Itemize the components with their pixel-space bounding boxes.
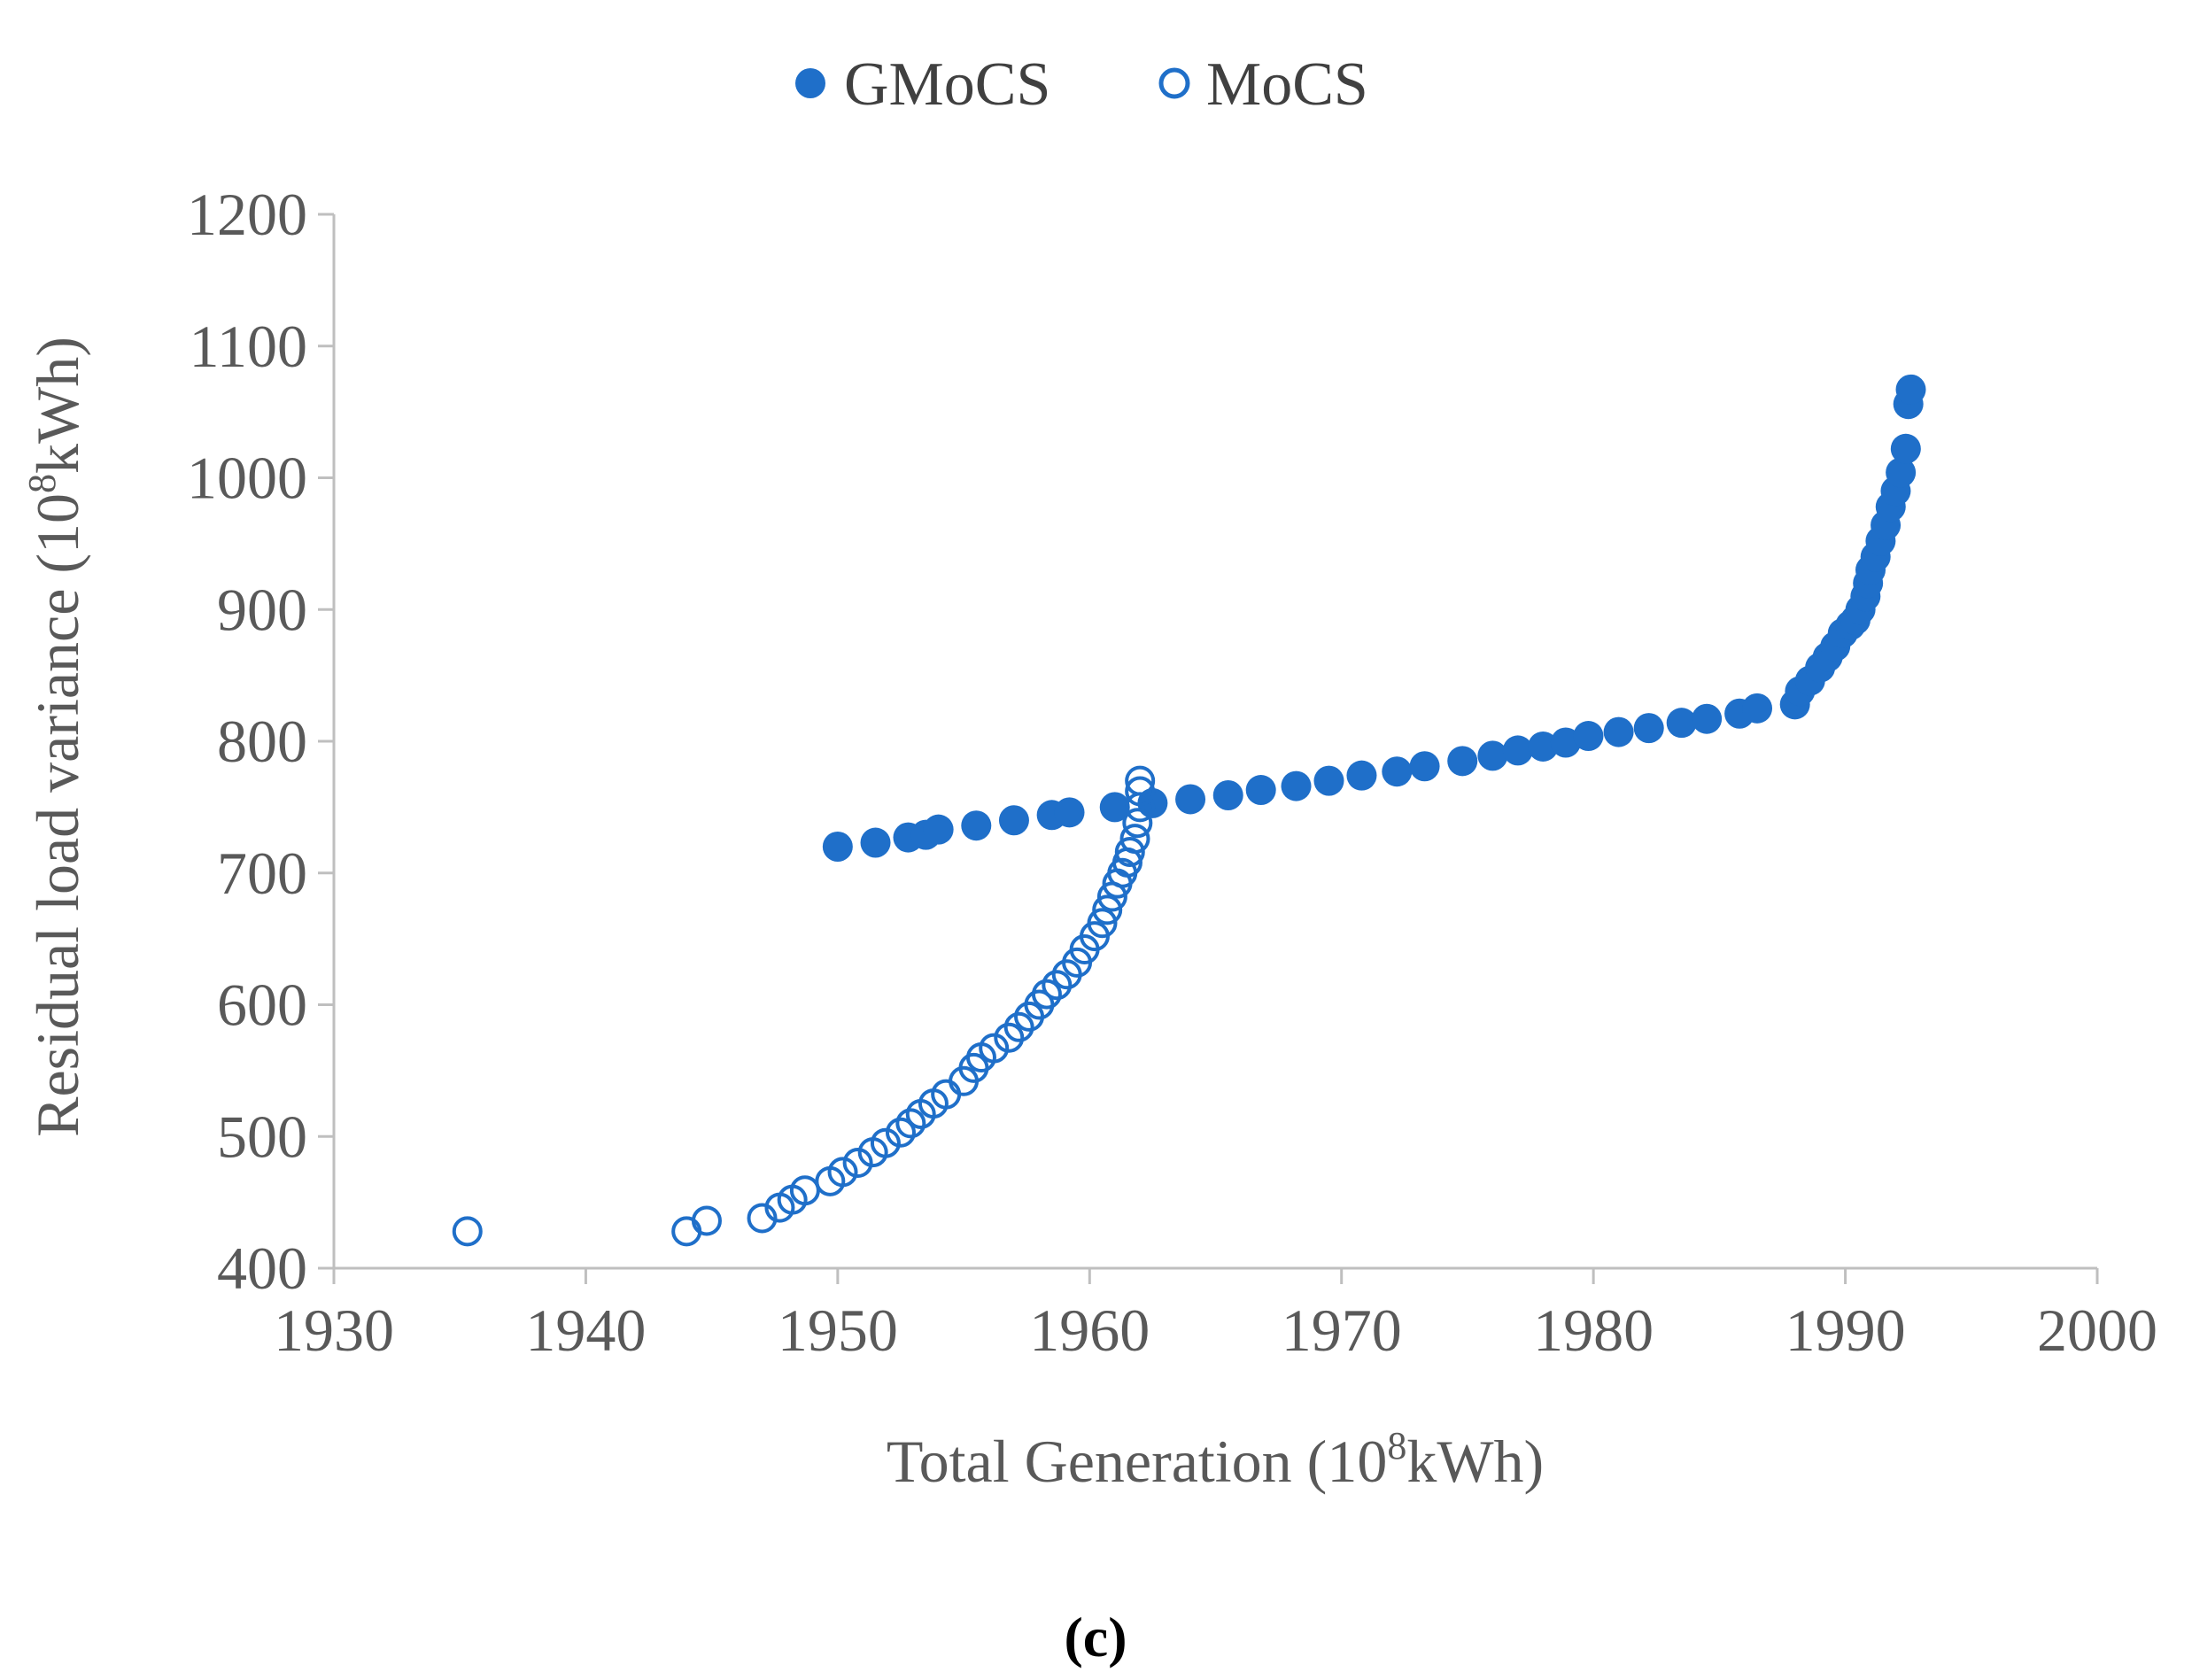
mocs-point <box>789 1175 820 1206</box>
y-tick-label: 1200 <box>187 181 307 248</box>
mocs-point <box>671 1216 702 1247</box>
x-axis-title-superscript: 8 <box>1387 1424 1406 1467</box>
y-tick-label: 700 <box>217 840 307 907</box>
mocs-point <box>1003 1011 1034 1042</box>
mocs-point <box>885 1117 916 1148</box>
gmocs-point <box>1666 708 1697 739</box>
x-tick-label: 1990 <box>1785 1297 1906 1364</box>
gmocs-point <box>1346 760 1377 791</box>
y-tick-label: 600 <box>217 972 307 1039</box>
mocs-point <box>1122 808 1153 839</box>
gmocs-point <box>998 805 1029 836</box>
gmocs-point <box>1054 797 1085 828</box>
gmocs-point <box>1409 751 1440 782</box>
gmocs-point <box>1212 779 1243 810</box>
mocs-point <box>1125 776 1156 807</box>
legend-label-mocs: MoCS <box>1206 50 1368 119</box>
mocs-point <box>1042 970 1073 1001</box>
gmocs-point <box>1502 735 1533 766</box>
x-axis-title: Total Generation (108kWh) <box>887 1424 1544 1495</box>
x-tick-label: 1930 <box>274 1297 394 1364</box>
mocs-point <box>452 1216 483 1247</box>
y-tick-label: 800 <box>217 708 307 775</box>
mocs-point <box>1092 894 1123 925</box>
gmocs-point <box>1175 784 1206 815</box>
legend-marker-mocs <box>1158 67 1190 99</box>
y-axis-title-tail: kWh) <box>24 337 91 474</box>
gmocs-point <box>1447 746 1478 777</box>
gmocs-point <box>1313 765 1344 796</box>
y-tick-label: 900 <box>217 576 307 643</box>
gmocs-point <box>1742 693 1773 724</box>
gmocs-point <box>961 810 992 841</box>
mocs-point <box>1031 979 1062 1010</box>
mocs-point <box>842 1148 873 1178</box>
mocs-point <box>1114 836 1145 867</box>
mocs-point <box>870 1127 901 1158</box>
mocs-point <box>1119 824 1150 855</box>
series-mocs <box>452 765 1156 1247</box>
gmocs-point <box>1895 374 1926 405</box>
mocs-point <box>691 1205 722 1236</box>
legend-marker-gmocs <box>795 68 825 98</box>
y-tick-label: 1000 <box>187 445 307 512</box>
gmocs-point <box>1281 770 1312 801</box>
y-tick-label: 400 <box>217 1235 307 1302</box>
y-ticks: 400 500 600 700 800 900 1000 1100 1200 <box>187 181 334 1302</box>
legend-label-gmocs: GMoCS <box>844 50 1050 119</box>
gmocs-point <box>1633 713 1664 744</box>
gmocs-point <box>1245 775 1276 806</box>
series-gmocs <box>822 374 1926 862</box>
x-tick-label: 1980 <box>1533 1297 1654 1364</box>
y-tick-label: 1100 <box>190 313 307 380</box>
panel-label: (c) <box>1064 1606 1127 1668</box>
gmocs-point <box>923 814 954 845</box>
x-axis-title-tail: kWh) <box>1406 1428 1544 1495</box>
mocs-point <box>994 1022 1025 1053</box>
x-tick-label: 1940 <box>525 1297 646 1364</box>
gmocs-point <box>1550 727 1581 758</box>
gmocs-point <box>1382 756 1413 787</box>
gmocs-point <box>1692 703 1723 734</box>
x-tick-label: 1950 <box>778 1297 898 1364</box>
y-axis-title-superscript: 8 <box>20 474 64 493</box>
mocs-point <box>895 1108 926 1139</box>
gmocs-point <box>1477 740 1508 771</box>
mocs-point <box>1125 765 1156 796</box>
x-axis-title-main: Total Generation (10 <box>887 1428 1387 1495</box>
mocs-point <box>1087 908 1118 939</box>
gmocs-point <box>822 832 853 862</box>
gmocs-point <box>860 827 891 858</box>
y-axis-title-main: Residual load variance (10 <box>24 493 91 1137</box>
x-tick-label: 1970 <box>1282 1297 1402 1364</box>
gmocs-point <box>1890 433 1921 464</box>
legend: GMoCS MoCS <box>795 50 1368 119</box>
gmocs-point <box>1573 721 1604 752</box>
y-tick-label: 500 <box>217 1103 307 1170</box>
gmocs-point <box>1099 792 1130 823</box>
mocs-point <box>827 1157 858 1188</box>
y-axis-title: Residual load variance (108kWh) <box>20 337 91 1137</box>
gmocs-point <box>1603 716 1634 747</box>
x-ticks: 1930 1940 1950 1960 1970 1980 1990 2000 <box>274 1268 2157 1364</box>
x-tick-label: 1960 <box>1029 1297 1150 1364</box>
mocs-point <box>747 1203 778 1234</box>
x-tick-label: 2000 <box>2037 1297 2157 1364</box>
gmocs-point <box>1528 731 1559 762</box>
mocs-point <box>979 1033 1010 1064</box>
gmocs-point <box>1886 457 1917 488</box>
